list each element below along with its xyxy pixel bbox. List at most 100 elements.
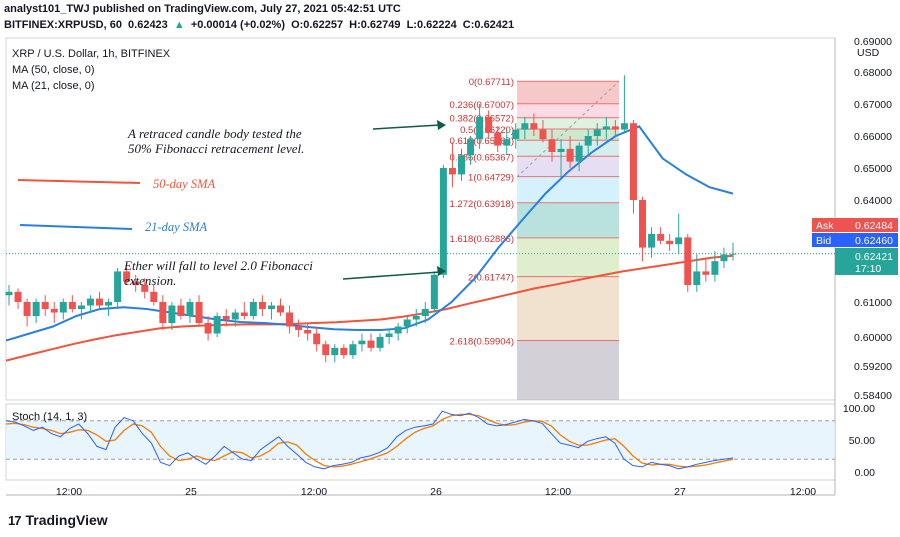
ohlc-open-label: O: (291, 19, 304, 31)
candle-body (114, 271, 122, 302)
candle-body (59, 302, 67, 313)
publish-info: analyst101_TWJ published on TradingView.… (4, 3, 401, 15)
fib-zone (517, 81, 619, 104)
fib-level-label: 0(0.67711) (469, 77, 514, 88)
candle-body (195, 302, 203, 323)
candle-body (86, 298, 94, 306)
fibonacci-tool[interactable]: 0(0.67711)0.236(0.67007)0.382(0.66572)0.… (450, 77, 620, 400)
candle-body (711, 261, 719, 275)
time-tick-label: 26 (430, 486, 442, 498)
candle-body (277, 305, 284, 313)
candle-body (639, 200, 646, 248)
candle-body (32, 302, 40, 316)
fib-zone (517, 128, 619, 141)
candle-body (96, 298, 103, 306)
stoch-tick-label: 0.00 (855, 467, 876, 479)
price-tick-label: 0.59200 (854, 361, 892, 373)
candle-body (349, 344, 357, 356)
axes: 100.00 50.00 0.00 12:00 25 12:00 26 12:00 27 12:0… (56, 403, 875, 498)
price-tick-label: 0.68000 (854, 67, 892, 79)
tradingview-logo[interactable]: 17 TradingView (8, 512, 108, 528)
ether-arrow-line (342, 271, 441, 280)
retrace-annotation-line1: A retraced candle body tested the (127, 126, 302, 141)
last-price: 0.62423 (128, 19, 168, 31)
candle-body (168, 305, 176, 323)
candle-body (584, 136, 592, 146)
candles (5, 75, 737, 363)
candle-body (313, 333, 321, 345)
last-price-value: 0.62421 (855, 251, 893, 263)
ask-label: Ask (816, 220, 834, 232)
symbol-label: BITFINEX:XRPUSD, 60 (4, 19, 122, 31)
tradingview-brand: TradingView (25, 512, 108, 528)
candle-body (249, 302, 257, 316)
candle-body (557, 148, 565, 152)
sma50-legend-line (17, 179, 141, 184)
candle-body (186, 302, 194, 316)
candle-body (5, 291, 13, 296)
ask-badge: Ask 0.62484 (812, 218, 898, 232)
stoch-d-line (5, 413, 734, 468)
ma21-line (5, 125, 734, 342)
fib-zone (517, 202, 619, 238)
candle-body (295, 326, 303, 330)
bid-badge: Bid 0.62460 (812, 233, 898, 247)
candle-body (304, 330, 312, 334)
candle-body (41, 302, 49, 309)
fib-level-label: 1.272(0.63918) (450, 199, 514, 210)
price-tick-label: 0.65000 (854, 163, 892, 175)
candle-body (213, 316, 221, 334)
ether-arrowhead-icon (437, 266, 446, 276)
candle-body (458, 155, 465, 175)
candle-body (141, 285, 149, 292)
legend-ma21: MA (21, close, 0) (12, 80, 95, 92)
candle-body (394, 326, 402, 334)
candle-body (611, 126, 619, 130)
candle-body (629, 123, 637, 200)
candle-body (150, 291, 158, 302)
price-pane-frame (5, 37, 836, 401)
stoch-k-line (5, 410, 734, 470)
candle-body (159, 302, 167, 323)
moving-averages (5, 125, 835, 362)
candle-body (358, 340, 366, 345)
candle-body (693, 271, 701, 285)
ether-annotation-line1: Ether will fall to level 2.0 Fibonacci (123, 258, 313, 273)
ether-annotation-line2: extension. (124, 273, 176, 288)
candle-body (467, 139, 475, 156)
legend-ma50: MA (50, close, 0) (12, 64, 95, 76)
ohlc-low: 0.62224 (416, 19, 457, 31)
fib-zone (517, 117, 619, 129)
fib-zone (517, 176, 619, 203)
fib-level-label: 0.786(0.65367) (450, 152, 514, 163)
currency-label: USD (857, 47, 880, 59)
stochastic-pane (5, 410, 835, 470)
ask-value: 0.62484 (855, 220, 893, 232)
price-tick-label: 0.61000 (854, 297, 892, 309)
legend-title: XRP / U.S. Dollar, 1h, BITFINEX (12, 48, 171, 60)
candle-body (50, 309, 58, 313)
candle-body (14, 291, 22, 302)
candle-body (720, 254, 728, 262)
sma50-label: 50-day SMA (153, 177, 215, 191)
time-tick-label: 12:00 (56, 486, 82, 498)
price-tick-label: 0.58400 (854, 390, 892, 402)
price-axis[interactable]: 0.69000 0.68000 0.67000 0.66000 0.65000 0.640… (854, 36, 892, 402)
candle-body (430, 274, 438, 309)
time-tick-label: 12:00 (790, 486, 816, 498)
candle-body (666, 240, 674, 245)
fib-trend-line (516, 80, 620, 178)
candle-body (593, 129, 601, 136)
time-tick-label: 25 (185, 486, 197, 498)
candle-body (231, 312, 239, 320)
ohlc-high: 0.62749 (360, 19, 401, 31)
candle-body (258, 302, 266, 309)
candle-body (222, 316, 230, 320)
bid-value: 0.62460 (855, 235, 893, 247)
candle-body (548, 139, 556, 152)
ohlc-open: 0.62257 (303, 19, 344, 31)
candle-body (77, 305, 85, 309)
price-tick-label: 0.66000 (854, 131, 892, 143)
time-tick-label: 12:00 (301, 486, 327, 498)
